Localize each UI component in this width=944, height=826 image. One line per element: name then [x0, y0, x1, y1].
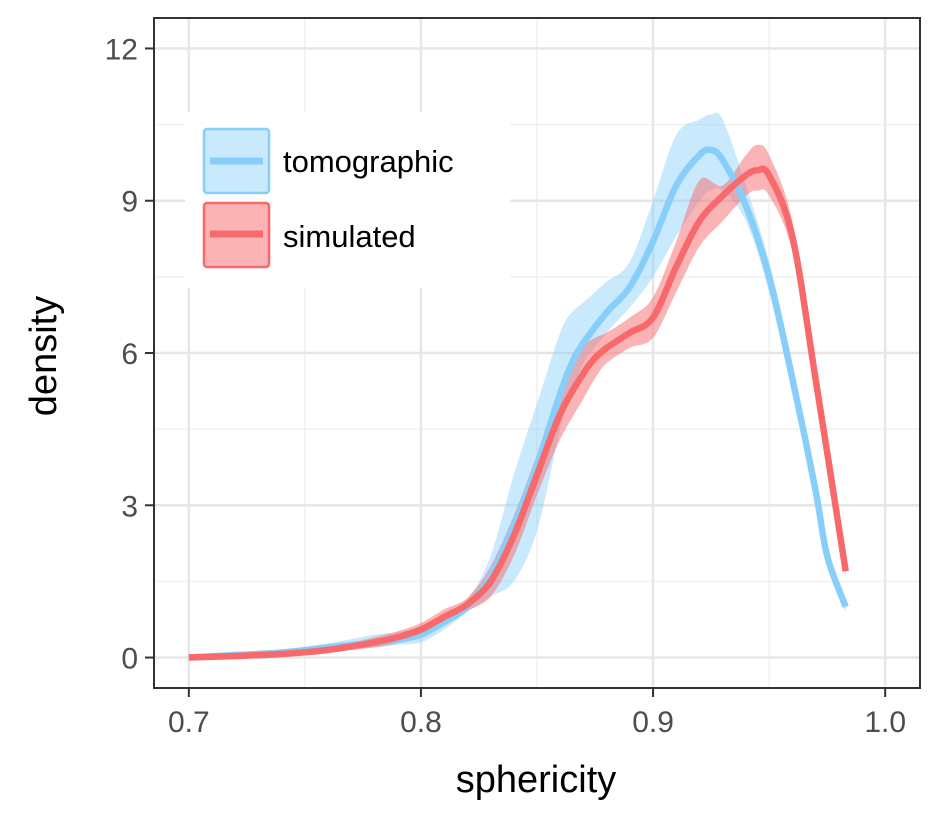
x-tick-label: 0.7 — [168, 706, 210, 739]
axis-ticks — [145, 47, 887, 697]
axis-tick-labels: 0.7 0.8 0.9 1.0 0 3 6 9 12 — [105, 33, 906, 739]
y-tick-label: 6 — [121, 338, 138, 371]
legend-item-tomographic: tomographic — [202, 127, 454, 195]
density-lines — [188, 146, 849, 661]
x-axis-title: sphericity — [456, 759, 617, 801]
line-simulated — [188, 165, 849, 661]
x-tick-label: 1.0 — [864, 706, 906, 739]
legend-label-simulated: simulated — [283, 219, 416, 254]
band-tomographic — [188, 112, 846, 658]
y-tick-label: 12 — [105, 33, 138, 66]
x-tick-label: 0.9 — [632, 706, 674, 739]
legend-label-tomographic: tomographic — [283, 144, 454, 179]
legend-item-simulated: simulated — [202, 201, 416, 269]
legend: tomographic simulated — [185, 112, 510, 288]
band-simulated — [188, 144, 846, 658]
y-tick-label: 0 — [121, 643, 138, 676]
confidence-bands — [188, 112, 846, 658]
y-axis-title: density — [23, 296, 65, 416]
y-tick-label: 9 — [121, 186, 138, 219]
y-tick-label: 3 — [121, 490, 138, 523]
x-tick-label: 0.8 — [400, 706, 442, 739]
